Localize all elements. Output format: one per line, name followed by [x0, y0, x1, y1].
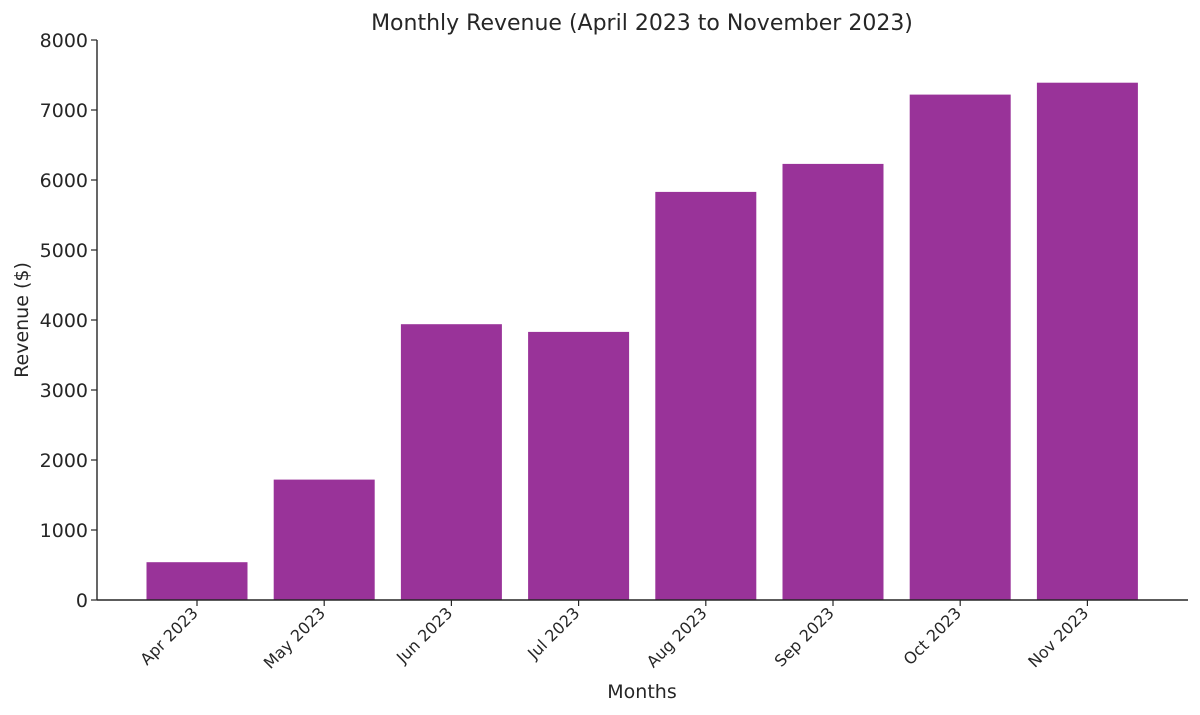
y-tick-label: 0: [76, 590, 88, 612]
bar-jun-2023: [400, 324, 502, 600]
x-tick-label: Nov 2023: [1024, 603, 1092, 671]
y-tick-label: 1000: [40, 520, 88, 542]
y-axis-ticks: 0 1000 2000 3000 4000 5000 6000 7000 8000: [40, 30, 97, 612]
y-tick-label: 8000: [40, 30, 88, 52]
bar-oct-2023: [909, 94, 1011, 600]
y-tick-label: 5000: [40, 240, 88, 262]
y-tick-label: 7000: [40, 100, 88, 122]
bar-may-2023: [273, 479, 375, 600]
x-tick-label: May 2023: [260, 603, 329, 672]
y-axis-label: Revenue ($): [11, 262, 33, 378]
x-tick-label: Apr 2023: [136, 603, 201, 668]
x-tick-label: Jul 2023: [523, 603, 583, 663]
bar-nov-2023: [1036, 82, 1138, 600]
y-tick-label: 2000: [40, 450, 88, 472]
y-tick-label: 3000: [40, 380, 88, 402]
bar-jul-2023: [528, 331, 630, 600]
bar-sep-2023: [782, 163, 884, 600]
bar-aug-2023: [655, 191, 757, 600]
y-tick-label: 4000: [40, 310, 88, 332]
bar-apr-2023: [146, 562, 248, 600]
chart-title: Monthly Revenue (April 2023 to November …: [371, 11, 913, 36]
x-tick-label: Oct 2023: [900, 603, 965, 668]
x-tick-label: Sep 2023: [771, 603, 838, 670]
x-axis-ticks: Apr 2023 May 2023 Jun 2023 Jul 2023 Aug 2023…: [136, 600, 1092, 673]
bars-group: [146, 82, 1138, 600]
x-tick-label: Jun 2023: [392, 603, 456, 667]
x-tick-label: Aug 2023: [643, 603, 711, 671]
x-axis-label: Months: [607, 681, 676, 703]
y-tick-label: 6000: [40, 170, 88, 192]
